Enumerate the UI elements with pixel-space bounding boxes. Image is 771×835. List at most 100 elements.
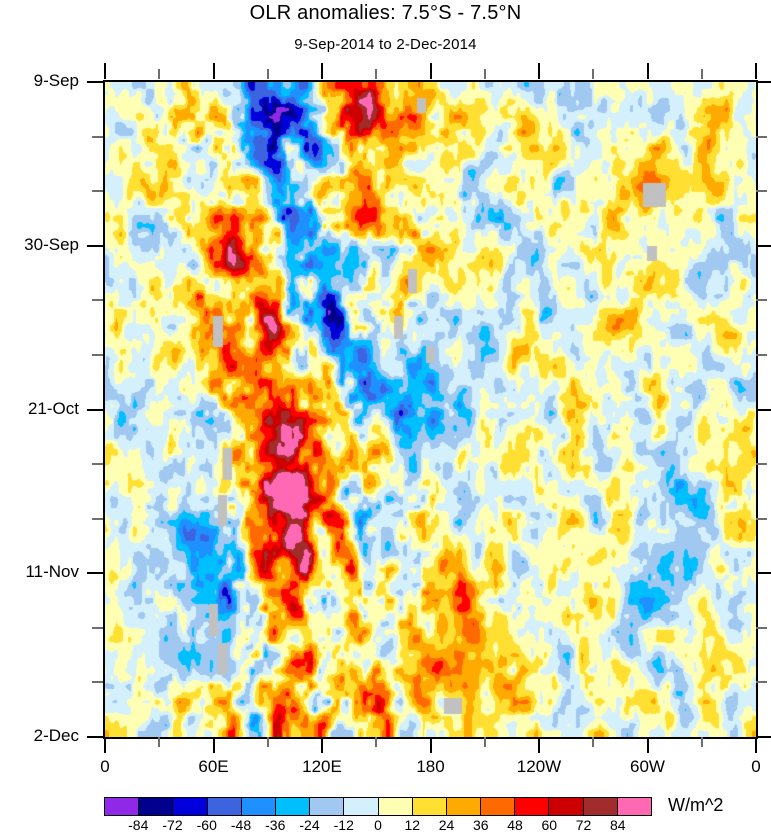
x-axis-minor-tick-top: [483, 69, 486, 79]
y-axis-label: 30-Sep: [24, 234, 79, 254]
x-axis-minor-tick-top: [158, 69, 161, 79]
colorbar-swatch: [344, 798, 379, 815]
x-axis-minor-tick-top: [592, 69, 595, 79]
x-axis-label: 60W: [630, 757, 665, 776]
y-axis-major-tick-right: [756, 81, 771, 83]
x-axis-minor-tick-top: [700, 69, 703, 79]
y-axis-minor-tick-right: [756, 681, 767, 684]
y-axis-minor-tick: [92, 681, 103, 684]
y-axis-minor-tick-right: [756, 517, 767, 520]
x-axis-major-tick: [646, 737, 649, 753]
colorbar-swatches: [104, 797, 652, 816]
y-axis-minor-tick: [92, 190, 103, 193]
colorbar-swatch: [310, 798, 345, 815]
colorbar-swatch: [173, 798, 208, 815]
x-axis-major-tick-top: [104, 63, 106, 79]
y-axis-label: 2-Dec: [33, 726, 79, 745]
x-axis-label: 0: [751, 757, 761, 776]
colorbar-tick-label: 0: [374, 817, 382, 833]
x-axis-label: 60E: [198, 757, 229, 776]
colorbar-swatch: [241, 798, 276, 815]
x-axis-minor-tick: [700, 737, 703, 747]
colorbar-tick-label: 24: [438, 817, 455, 833]
y-axis-minor-tick-right: [756, 626, 767, 629]
y-axis-minor-tick: [92, 463, 103, 466]
colorbar-swatch: [515, 798, 550, 815]
colorbar-swatch: [446, 798, 482, 815]
colorbar-tick-label: -24: [299, 817, 320, 833]
x-axis-major-tick: [212, 737, 215, 753]
y-axis-major-tick: [87, 408, 103, 411]
x-axis-major-tick: [755, 737, 757, 753]
x-axis-label: 120W: [516, 757, 562, 776]
y-axis-minor-tick: [92, 517, 103, 520]
y-axis-minor-tick: [92, 353, 103, 356]
x-axis-minor-tick: [483, 737, 486, 747]
y-axis-major-tick-right: [756, 572, 771, 575]
colorbar-tick-label: -72: [162, 817, 183, 833]
y-axis-minor-tick-right: [756, 135, 767, 138]
x-axis-label: 180: [416, 757, 445, 776]
y-axis-major-tick: [87, 736, 103, 738]
x-axis-major-tick: [429, 737, 432, 753]
y-axis-minor-tick-right: [756, 463, 767, 466]
colorbar-tick-labels: -84 -72 -60 -48 -36 -24 -12 0 12 24 36 48 60 72 84: [104, 817, 652, 835]
x-axis-major-tick-top: [646, 63, 649, 79]
page-subtitle: 9-Sep-2014 to 2-Dec-2014: [294, 36, 477, 53]
colorbar-tick-label: -12: [333, 817, 354, 833]
anomaly-field-image: [105, 82, 756, 737]
colorbar: [104, 797, 652, 816]
colorbar-swatch: [105, 798, 140, 815]
colorbar-swatch: [583, 798, 618, 815]
y-axis-minor-tick: [92, 626, 103, 629]
x-axis-minor-tick-top: [266, 69, 269, 79]
x-axis-minor-tick: [158, 737, 161, 747]
y-axis-label: 11-Nov: [25, 562, 79, 582]
colorbar-swatch: [207, 798, 242, 815]
y-axis-major-tick-right: [756, 408, 771, 411]
x-axis-major-tick: [321, 737, 323, 753]
colorbar-tick-label: 36: [472, 817, 489, 833]
colorbar-swatch: [275, 798, 311, 815]
page-title: OLR anomalies: 7.5°S - 7.5°N: [249, 2, 522, 24]
colorbar-swatch: [139, 798, 174, 815]
x-axis-label: 0: [100, 757, 110, 776]
x-axis-minor-tick: [375, 737, 378, 747]
x-axis-major-tick-top: [755, 63, 757, 79]
colorbar-tick-label: -48: [230, 817, 252, 833]
colorbar-tick-label: -36: [265, 817, 286, 833]
colorbar-tick-label: 48: [507, 817, 523, 833]
x-axis-minor-tick: [592, 737, 595, 747]
y-axis-minor-tick: [92, 135, 103, 138]
x-axis-minor-tick: [266, 737, 269, 747]
x-axis-major-tick-top: [212, 63, 215, 79]
y-axis-label: 21-Oct: [27, 398, 79, 418]
y-axis-major-tick-right: [756, 736, 771, 738]
colorbar-swatch: [549, 798, 584, 815]
colorbar-swatch: [617, 798, 651, 815]
colorbar-swatch: [481, 798, 516, 815]
colorbar-tick-label: -84: [128, 817, 149, 833]
colorbar-swatch: [378, 798, 413, 815]
colorbar-tick-label: 12: [404, 817, 421, 833]
x-axis-major-tick: [538, 737, 540, 753]
colorbar-tick-label: -60: [196, 817, 217, 833]
colorbar-units-label: W/m^2: [668, 795, 724, 815]
hovmoller-plot-area: [103, 80, 758, 739]
y-axis-minor-tick-right: [756, 190, 767, 193]
x-axis-major-tick-top: [538, 63, 540, 79]
y-axis-major-tick-right: [756, 244, 771, 247]
y-axis-major-tick: [87, 572, 103, 575]
colorbar-tick-label: 84: [609, 817, 626, 833]
y-axis-major-tick: [87, 244, 103, 247]
x-axis-major-tick: [104, 737, 106, 753]
y-axis-minor-tick-right: [756, 299, 767, 302]
x-axis-major-tick-top: [321, 63, 323, 79]
x-axis-minor-tick-top: [375, 69, 378, 79]
y-axis-minor-tick-right: [756, 353, 767, 356]
colorbar-tick-label: 72: [575, 817, 592, 833]
y-axis-label: 9-Sep: [33, 71, 79, 90]
y-axis-minor-tick: [92, 299, 103, 302]
x-axis-major-tick-top: [429, 63, 432, 79]
